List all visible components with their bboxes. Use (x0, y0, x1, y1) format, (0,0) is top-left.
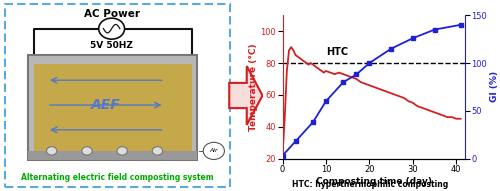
Circle shape (98, 18, 124, 39)
Text: AC Power: AC Power (84, 9, 140, 19)
Y-axis label: Temperature (°C): Temperature (°C) (248, 43, 258, 131)
Circle shape (46, 147, 57, 155)
Polygon shape (229, 66, 262, 125)
Text: HTC: hyperthermophilic composting: HTC: hyperthermophilic composting (292, 180, 448, 189)
FancyBboxPatch shape (34, 64, 192, 156)
Circle shape (82, 147, 92, 155)
Text: Alternating electric field composting system: Alternating electric field composting sy… (21, 173, 214, 182)
FancyBboxPatch shape (28, 55, 198, 160)
Text: HTC: HTC (326, 47, 348, 57)
Text: 5V 50HZ: 5V 50HZ (90, 41, 133, 50)
FancyBboxPatch shape (28, 151, 198, 160)
X-axis label: Composting time (day): Composting time (day) (316, 176, 432, 186)
Circle shape (117, 147, 128, 155)
Text: Air: Air (210, 148, 218, 153)
Circle shape (204, 142, 225, 159)
Circle shape (152, 147, 162, 155)
Text: AEF: AEF (91, 98, 120, 112)
Y-axis label: GI (%): GI (%) (490, 71, 499, 102)
Polygon shape (229, 66, 262, 125)
